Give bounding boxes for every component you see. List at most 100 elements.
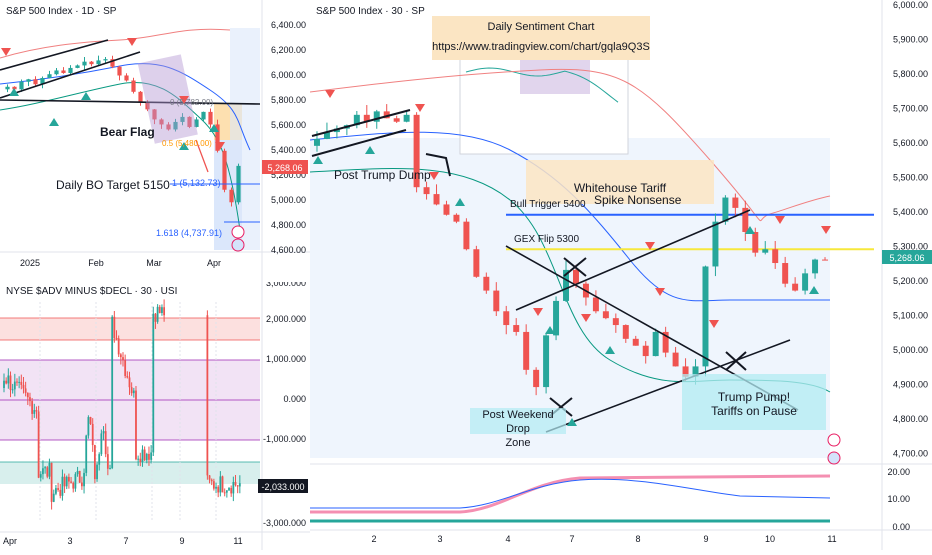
buy-signal: [745, 226, 755, 234]
breadth-candle: [61, 476, 64, 496]
weekend-line-1: Post Weekend Drop: [482, 409, 554, 435]
trump-pump-box: Trump Pump! Tariffs on Pause: [682, 374, 826, 430]
daily-candle: [5, 86, 10, 90]
sell-signal: [1, 48, 11, 56]
flag-icon: [827, 451, 841, 465]
intraday-candle: [592, 297, 599, 312]
intraday-chart-svg: 6,000.00 5,900.00 5,800.00 5,700.00 5,600.00…: [309, 0, 932, 550]
breadth-candle: [80, 482, 83, 487]
price-badge-text: 5,268.06: [889, 253, 924, 263]
di-line: [310, 478, 831, 509]
daily-candle: [145, 101, 150, 110]
breadth-candle: [100, 433, 103, 455]
event-icon: [827, 433, 841, 447]
buy-signal: [9, 88, 19, 96]
daily-chart-panel[interactable]: 6,400.00 6,200.00 6,000.00 5,800.00 5,600.00…: [0, 0, 310, 282]
trendline-mid: [0, 51, 141, 99]
daily-candle: [61, 70, 66, 73]
intraday-candle: [762, 249, 769, 253]
daily-candle: [82, 61, 87, 66]
y-tick-label: 4,600.00: [271, 245, 306, 255]
horizontal-support: [0, 99, 261, 105]
breadth-candle: [70, 481, 72, 483]
bear-flag-label: Bear Flag: [100, 125, 155, 139]
y-tick-label: 4,800.00: [271, 220, 306, 230]
sentiment-chart-box[interactable]: Daily Sentiment Chart https://www.tradin…: [432, 16, 650, 60]
trendline-top: [311, 109, 411, 137]
intraday-candle: [712, 221, 719, 267]
breadth-candle: [16, 381, 18, 383]
sell-signal: [709, 320, 719, 328]
y-tick-label: 4,900.00: [893, 380, 928, 390]
breadth-candle: [89, 417, 92, 424]
breadth-candle: [29, 397, 31, 402]
flag-icon: [231, 238, 245, 252]
price-badge-bg: [262, 160, 308, 174]
weekend-drop-box: Post Weekend Drop Zone: [470, 408, 566, 449]
y-tick-label: 5,900.00: [893, 35, 928, 45]
intraday-candle: [572, 269, 579, 284]
breadth-candle: [37, 411, 40, 478]
intraday-candle: [632, 338, 639, 346]
breadth-candle: [22, 384, 25, 389]
tariff-spike-box: Whitehouse Tariff: [526, 160, 714, 204]
daily-chart-title: S&P 500 Index · 1D · SP: [6, 6, 117, 17]
breadth-candle: [9, 375, 12, 390]
breadth-candle: [139, 458, 142, 462]
fib-top-label: 0 (5,782.00): [170, 98, 214, 107]
breadth-candle: [163, 307, 166, 316]
intraday-candle: [513, 325, 520, 332]
x-tick-label: Feb: [88, 258, 104, 268]
breakdown-arrow: [195, 139, 209, 173]
breadth-candle: [119, 354, 122, 358]
x-tick-label: 7: [569, 534, 574, 544]
sentiment-url[interactable]: https://www.tradingview.com/chart/gqla9Q…: [432, 41, 650, 53]
breadth-candle: [33, 410, 36, 414]
inset-price: [465, 67, 619, 103]
x-tick-label: Apr: [3, 536, 17, 546]
y-tick-label: -1,000.000: [263, 434, 306, 444]
adv-decl-panel[interactable]: 3,000.000 2,000.000 1,000.000 0.000 -1,000.0…: [0, 278, 310, 550]
tariff-line-2: Spike Nonsense: [594, 193, 682, 207]
intraday-candle: [792, 283, 799, 291]
y-tick-label: 5,200.00: [271, 170, 306, 180]
breadth-candle: [158, 306, 161, 313]
cross-1b: [563, 257, 587, 277]
daily-candle: [47, 74, 52, 78]
breadth-candle: [208, 475, 211, 480]
intraday-candle: [463, 221, 470, 250]
intraday-candle: [383, 111, 390, 119]
breadth-candle: [215, 486, 217, 489]
sentiment-title: Daily Sentiment Chart: [487, 21, 595, 33]
breadth-candle: [98, 454, 101, 465]
y-tick-label: 5,100.00: [893, 311, 928, 321]
x-tick-label: 9: [703, 534, 708, 544]
breadth-candle: [50, 462, 53, 502]
breadth-candle: [154, 313, 157, 322]
daily-candle: [208, 111, 213, 125]
breadth-candle: [76, 470, 79, 475]
y-tick-label: 0.000: [283, 394, 306, 404]
intraday-chart-panel[interactable]: 6,000.00 5,900.00 5,800.00 5,700.00 5,600.00…: [309, 0, 932, 550]
y-tick-label: 1,000.000: [266, 354, 306, 364]
y-tick-label: 3,000.000: [266, 282, 306, 288]
x-tick-label: 3: [67, 536, 72, 546]
buy-signal: [605, 346, 615, 354]
daily-candle: [68, 67, 73, 73]
breadth-candle: [234, 481, 237, 486]
intraday-candle: [443, 204, 450, 215]
breadth-candle: [5, 380, 8, 384]
daily-candle: [152, 109, 157, 120]
daily-candle: [117, 66, 122, 76]
daily-candle: [201, 111, 206, 120]
intraday-candle: [373, 111, 380, 122]
daily-candle: [96, 60, 101, 65]
y-tick-label: 5,700.00: [893, 104, 928, 114]
adx-line: [310, 474, 831, 514]
intraday-candle: [612, 318, 619, 326]
bull-trigger-label: Bull Trigger 5400: [510, 199, 586, 210]
basis-line: [0, 63, 251, 151]
buy-signal: [809, 286, 819, 294]
breadth-candle: [122, 357, 124, 361]
intraday-candle: [782, 263, 789, 284]
